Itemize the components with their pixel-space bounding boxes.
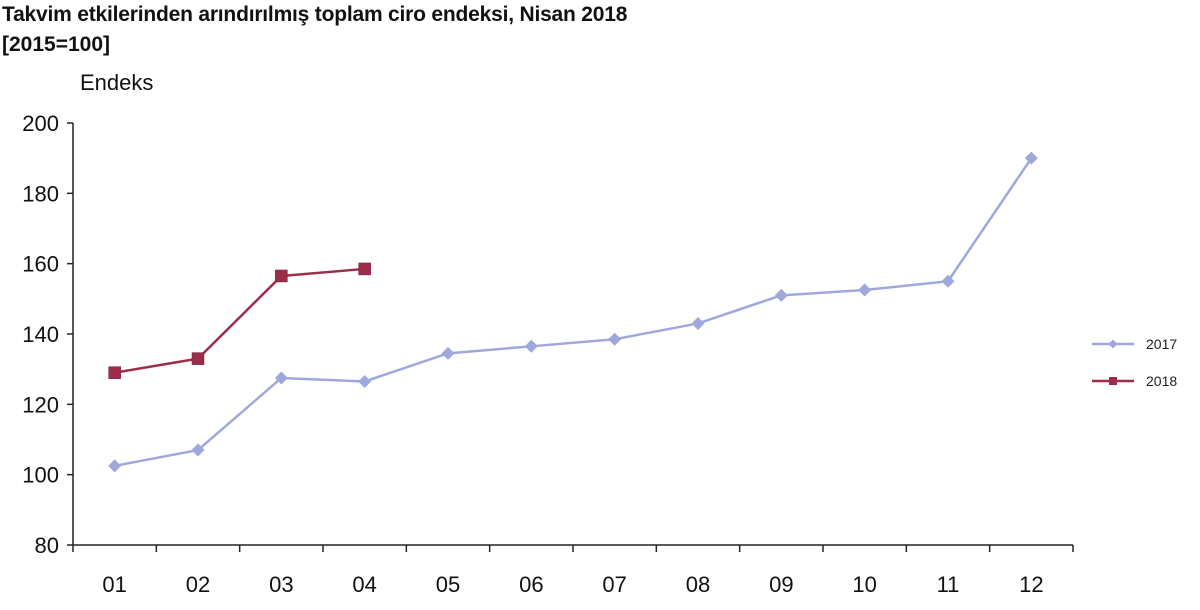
data-point-2017-01 [108,459,122,473]
x-tick-label: 08 [686,572,710,597]
series-2018 [108,262,371,379]
chart-series [108,151,1038,473]
legend-label: 2018 [1146,373,1177,389]
data-point-2017-12 [1024,151,1038,165]
y-tick-label: 160 [22,252,59,277]
x-tick-label: 10 [852,572,876,597]
x-tick-label: 09 [769,572,793,597]
x-tick-label: 01 [102,572,126,597]
y-tick-label: 200 [22,111,59,136]
x-axis-ticks: 01 02 03 04 05 06 07 08 09 10 11 12 [72,545,1074,597]
series-line-2018 [114,267,365,374]
data-point-2017-10 [858,283,872,297]
series-2017 [108,151,1038,473]
data-point-2018-04 [358,262,371,276]
data-point-2017-05 [441,346,455,360]
data-point-2017-02 [191,443,205,457]
legend-swatch-marker [1108,339,1118,349]
data-point-2017-03 [274,371,288,385]
x-tick-label: 07 [602,572,626,597]
x-tick-label: 06 [519,572,543,597]
y-tick-label: 80 [35,533,59,558]
legend-item-2017: 2017 [1092,336,1177,352]
x-tick-label: 12 [1019,572,1043,597]
data-point-2018-03 [275,269,288,283]
data-point-2017-08 [691,316,705,330]
data-point-2018-02 [191,352,205,365]
y-tick-label: 100 [22,463,59,488]
legend-label: 2017 [1146,336,1177,352]
chart-title: Takvim etkilerinden arındırılmış toplam … [2,3,628,26]
data-point-2017-06 [524,339,538,353]
x-tick-label: 03 [269,572,293,597]
y-axis-ticks: 80 100 120 140 160 180 200 [22,111,73,558]
data-point-2017-11 [941,274,955,288]
x-tick-label: 02 [186,572,210,597]
y-tick-label: 180 [22,181,59,206]
x-tick-label: 11 [937,572,960,597]
y-tick-label: 120 [22,392,59,417]
legend-item-2018: 2018 [1092,373,1177,389]
data-point-2017-04 [358,374,372,388]
data-point-2017-07 [608,332,622,346]
chart-subtitle: [2015=100] [2,33,111,56]
x-tick-label: 05 [436,572,460,597]
x-tick-label: 04 [352,572,376,597]
chart-legend: 2017 2018 [1092,336,1177,389]
series-line-2017 [114,157,1033,468]
data-point-2018-01 [108,366,121,379]
y-axis-label: Endeks [80,70,154,95]
legend-swatch-marker [1109,377,1117,385]
data-point-2017-09 [774,288,788,302]
y-tick-label: 140 [22,322,59,347]
